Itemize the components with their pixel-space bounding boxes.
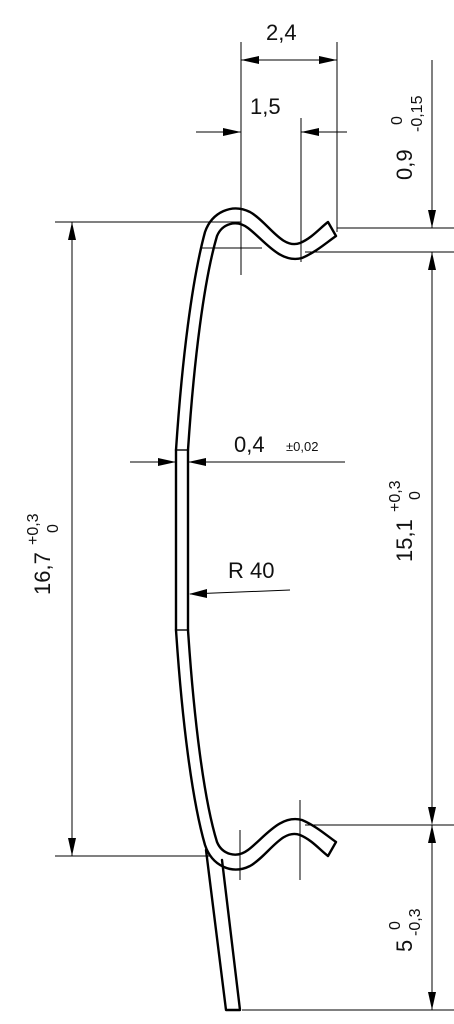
dimension-width-total: 2,4 — [240, 20, 338, 275]
radius-label: R 40 — [228, 558, 274, 583]
dimension-top-gap: 0,9 0 -0,15 — [305, 60, 454, 822]
part-profile — [174, 207, 338, 1012]
width-inner-label: 1,5 — [250, 94, 281, 119]
top-gap-lower: -0,15 — [409, 95, 426, 132]
tail-lower: -0,3 — [407, 908, 424, 936]
height-inner-value: 15,1 — [392, 519, 417, 562]
top-gap-upper: 0 — [389, 116, 406, 125]
height-outer-upper: +0,3 — [25, 513, 42, 545]
height-inner-lower: 0 — [407, 491, 424, 500]
tail-value: 5 — [392, 940, 417, 952]
dimension-height-inner: 15,1 +0,3 0 — [305, 480, 454, 826]
tail-upper: 0 — [387, 921, 404, 930]
thickness-tol: ±0,02 — [286, 439, 318, 454]
height-outer-lower: 0 — [45, 524, 62, 533]
height-inner-upper: +0,3 — [387, 480, 404, 512]
width-total-label: 2,4 — [266, 20, 297, 45]
top-gap-value: 0,9 — [392, 149, 417, 180]
dimension-tail: 5 0 -0,3 — [242, 825, 454, 1011]
dimension-radius: R 40 — [189, 558, 291, 598]
dimension-width-inner: 1,5 — [196, 94, 347, 262]
dimension-thickness: 0,4 ±0,02 — [130, 432, 345, 466]
thickness-value: 0,4 — [234, 432, 265, 457]
height-outer-value: 16,7 — [30, 552, 55, 595]
dimension-height-outer: 16,7 +0,3 0 — [25, 221, 241, 857]
